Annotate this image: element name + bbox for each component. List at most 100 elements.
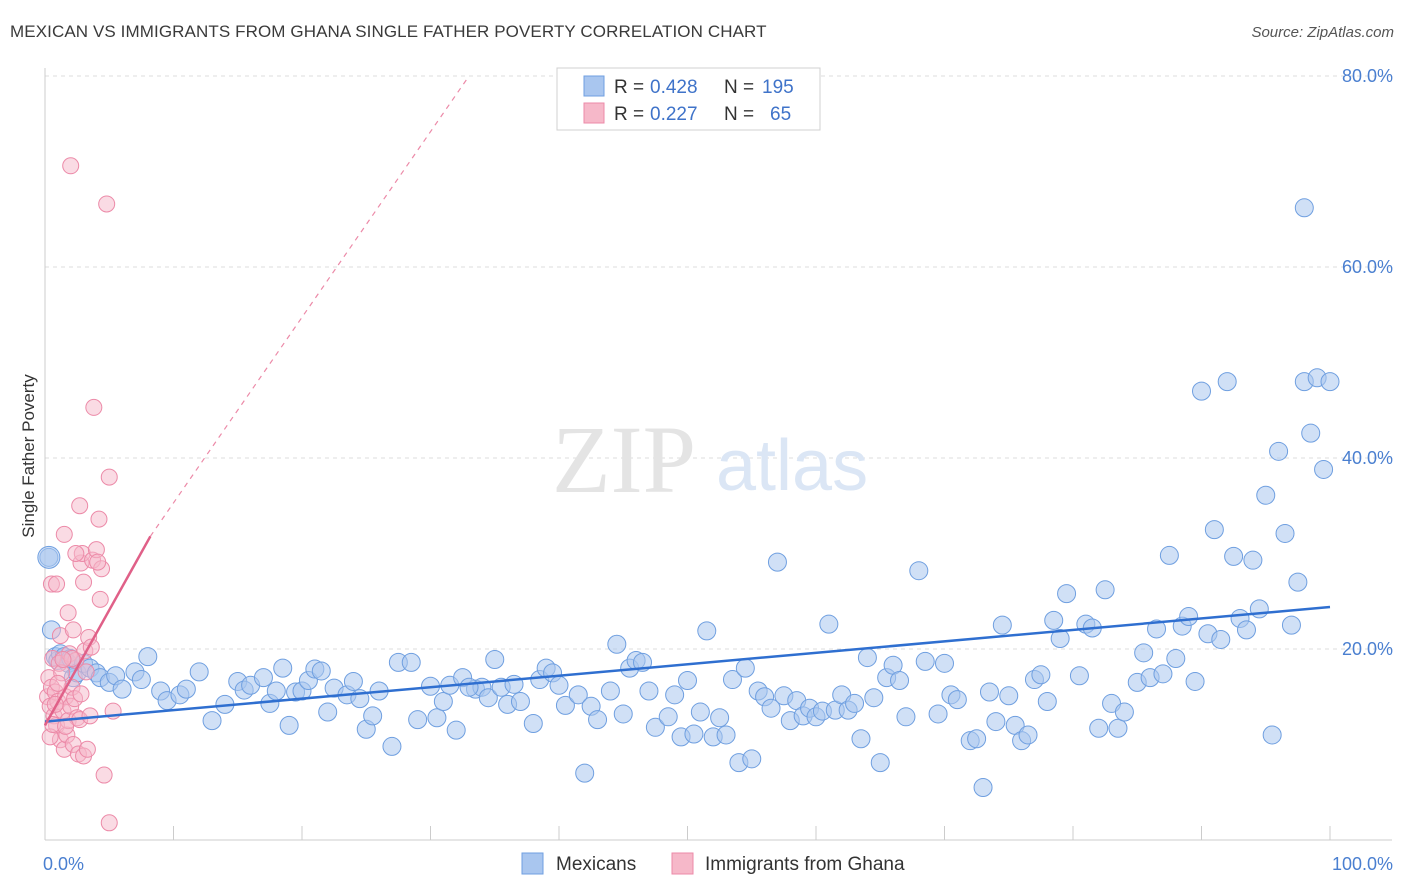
mexicans-point: [767, 552, 787, 572]
mexicans-point: [112, 679, 132, 699]
y-tick-label: 60.0%: [1342, 257, 1393, 277]
y-tick-label: 80.0%: [1342, 66, 1393, 86]
watermark-zip: ZIP: [552, 406, 696, 513]
mexicans-point: [555, 695, 575, 715]
mexicans-point: [928, 704, 948, 724]
mexicans-point: [1320, 372, 1340, 392]
mexicans-point: [710, 708, 730, 728]
ghana-point: [48, 575, 66, 593]
mexicans-point: [1204, 520, 1224, 540]
mexicans-point: [1211, 629, 1231, 649]
mexicans-point: [401, 652, 421, 672]
ghana-trend-line: [43, 535, 152, 727]
mexicans-point: [138, 647, 158, 667]
mexicans-point: [967, 729, 987, 749]
mexicans-point: [1236, 620, 1256, 640]
mexicans-point: [1037, 692, 1057, 712]
mexicans-point: [613, 704, 633, 724]
mexicans-point: [485, 650, 505, 670]
ghana-point: [90, 510, 108, 528]
mexicans-points: [37, 198, 1340, 797]
mexicans-point: [1269, 441, 1289, 461]
mexicans-point: [1153, 664, 1173, 684]
mexicans-point: [1031, 665, 1051, 685]
mexicans-point: [607, 634, 627, 654]
ghana-point: [62, 157, 80, 175]
mexicans-point: [1281, 615, 1301, 635]
mexicans-point: [343, 671, 363, 691]
mexicans-point: [1050, 628, 1070, 648]
mexicans-point: [742, 749, 762, 769]
legend-n-label-1: N =: [724, 77, 754, 98]
mexicans-point: [1262, 725, 1282, 745]
mexicans-point: [1089, 718, 1109, 738]
source-label: Source: ZipAtlas.com: [1251, 24, 1394, 41]
bottom-legend-swatch-mexicans: [521, 852, 544, 875]
mexicans-point: [600, 681, 620, 701]
mexicans-point: [189, 662, 209, 682]
watermark: ZIP atlas: [552, 406, 868, 513]
ghana-trend-extension: [149, 75, 470, 537]
ghana-point: [75, 573, 93, 591]
ghana-point: [72, 685, 90, 703]
legend-n-value-2: 65: [770, 104, 791, 125]
y-tick-label: 20.0%: [1342, 639, 1393, 659]
mexicans-point: [1294, 198, 1314, 218]
mexicans-point: [684, 724, 704, 744]
mexicans-point: [1179, 607, 1199, 627]
mexicans-point: [575, 763, 595, 783]
mexicans-point: [1185, 671, 1205, 691]
mexicans-point: [510, 692, 530, 712]
ghana-point: [98, 195, 116, 213]
mexicans-point: [890, 671, 910, 691]
y-axis-ticks: 20.0% 40.0% 60.0% 80.0%: [1342, 66, 1393, 659]
mexicans-point: [363, 706, 383, 726]
mexicans-point: [382, 736, 402, 756]
mexicans-point: [1249, 599, 1269, 619]
mexicans-point: [896, 707, 916, 727]
mexicans-point: [973, 777, 993, 797]
x-tick-label: 100.0%: [1332, 854, 1393, 874]
ghana-point: [55, 525, 73, 543]
mexicans-point: [864, 688, 884, 708]
mexicans-point: [1018, 725, 1038, 745]
legend-r-value-2: 0.227: [650, 104, 698, 125]
gridlines: [45, 75, 1392, 650]
mexicans-point: [202, 711, 222, 731]
ghana-points: [39, 157, 122, 832]
bottom-legend-mexicans: Mexicans: [556, 854, 636, 875]
mexicans-point: [523, 713, 543, 733]
ghana-point: [85, 398, 103, 416]
mexicans-trend-line: [44, 605, 1331, 723]
mexicans-point: [1314, 459, 1334, 479]
correlation-legend: R = 0.428 N = 195 R = 0.227 N = 65: [556, 67, 821, 131]
mexicans-point: [851, 729, 871, 749]
mexicans-point: [845, 693, 865, 713]
mexicans-point: [870, 753, 890, 773]
mexicans-point: [999, 686, 1019, 706]
mexicans-point: [761, 698, 781, 718]
watermark-atlas: atlas: [716, 426, 868, 506]
trend-lines: [43, 75, 1331, 727]
mexicans-point: [266, 681, 286, 701]
mexicans-point: [1288, 572, 1308, 592]
mexicans-point: [979, 682, 999, 702]
mexicans-point: [131, 670, 151, 690]
mexicans-point: [1114, 702, 1134, 722]
mexicans-point: [427, 708, 447, 728]
ghana-point: [95, 766, 113, 784]
mexicans-point: [253, 668, 273, 688]
mexicans-point: [678, 671, 697, 691]
ghana-point: [57, 717, 75, 735]
mexicans-point: [459, 677, 479, 697]
legend-r-label-2: R =: [614, 104, 644, 125]
y-tick-label: 40.0%: [1342, 448, 1393, 468]
legend-swatch-blue: [583, 75, 605, 97]
mexicans-point: [311, 661, 331, 681]
mexicans-point: [1166, 649, 1186, 669]
legend-n-label-2: N =: [724, 104, 754, 125]
ghana-point: [91, 590, 109, 608]
mexicans-point: [915, 651, 935, 671]
mexicans-point: [658, 707, 678, 727]
y-axis-label: Single Father Poverty: [19, 374, 38, 538]
